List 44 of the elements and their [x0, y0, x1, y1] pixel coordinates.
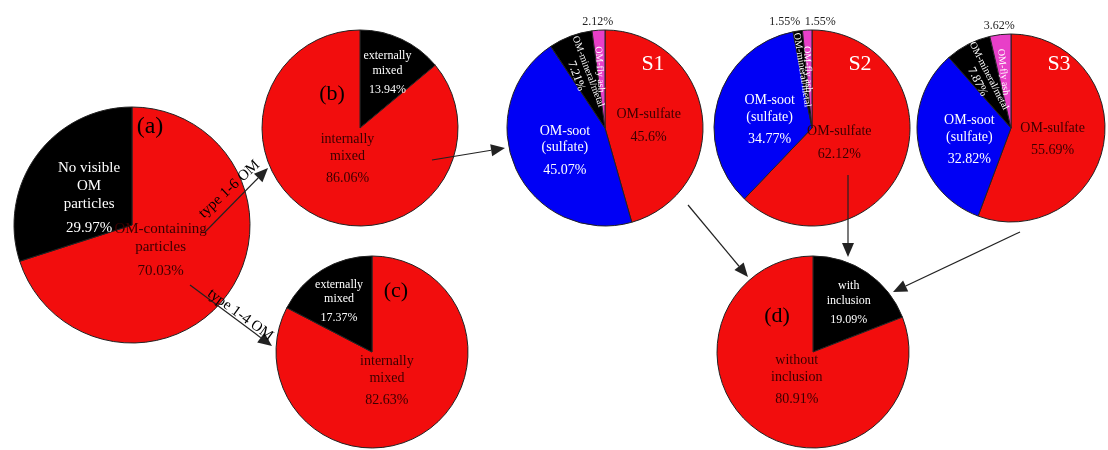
data-label: 34.77% [748, 130, 792, 146]
data-label: 80.91% [775, 391, 819, 407]
data-label: 32.82% [947, 150, 992, 166]
data-label: 45.07% [543, 161, 587, 177]
text: S2 [848, 50, 872, 75]
data-label: 70.03% [137, 262, 184, 279]
data-label: 62.12% [817, 145, 862, 161]
slice-label: OM-soot (sulfate) [944, 111, 995, 145]
text: (c) [383, 277, 409, 302]
text: S1 [641, 50, 665, 75]
slice-label: OM-containing particles [114, 220, 208, 255]
slice-label: OM-sulfate [1020, 120, 1085, 136]
data-label: 1.55% [804, 14, 836, 28]
text: S3 [1047, 50, 1071, 75]
slice-label: internally mixed [320, 130, 375, 163]
slice-label: without inclusion [771, 351, 823, 384]
slice-label: OM-soot (sulfate) [539, 122, 591, 156]
data-label: 82.63% [365, 391, 409, 407]
text: (b) [319, 80, 345, 105]
slice-label: externally mixed [363, 48, 412, 77]
data-label: 1.55% [769, 14, 801, 28]
data-label: 29.97% [65, 219, 113, 235]
pie-slice [716, 255, 910, 449]
slice-label: No visible OM particles [58, 159, 121, 211]
slice-label: with inclusion [826, 278, 871, 307]
slice-label: OM-sulfate [807, 123, 872, 139]
slice-label: OM-soot (sulfate) [744, 91, 796, 125]
chart-title: (a) [136, 112, 164, 138]
slice-label: internally mixed [360, 352, 414, 385]
data-label: 2.12% [582, 14, 614, 28]
data-label: 17.37% [320, 310, 358, 325]
data-label: 3.62% [983, 18, 1015, 32]
data-label: 19.09% [830, 312, 868, 327]
slice-label: externally mixed [315, 276, 364, 306]
slice-label: OM-sulfate [616, 106, 681, 122]
data-label: 86.06% [325, 169, 370, 185]
data-label: 45.6% [630, 128, 668, 144]
text: type 1-4 OM [204, 284, 277, 344]
text: type 1-6 OM [194, 156, 263, 221]
pie-slice [275, 255, 469, 449]
text: (d) [764, 302, 790, 327]
data-label: 55.69% [1031, 142, 1075, 158]
pie-slice [261, 29, 459, 227]
data-label: 13.94% [368, 81, 406, 96]
